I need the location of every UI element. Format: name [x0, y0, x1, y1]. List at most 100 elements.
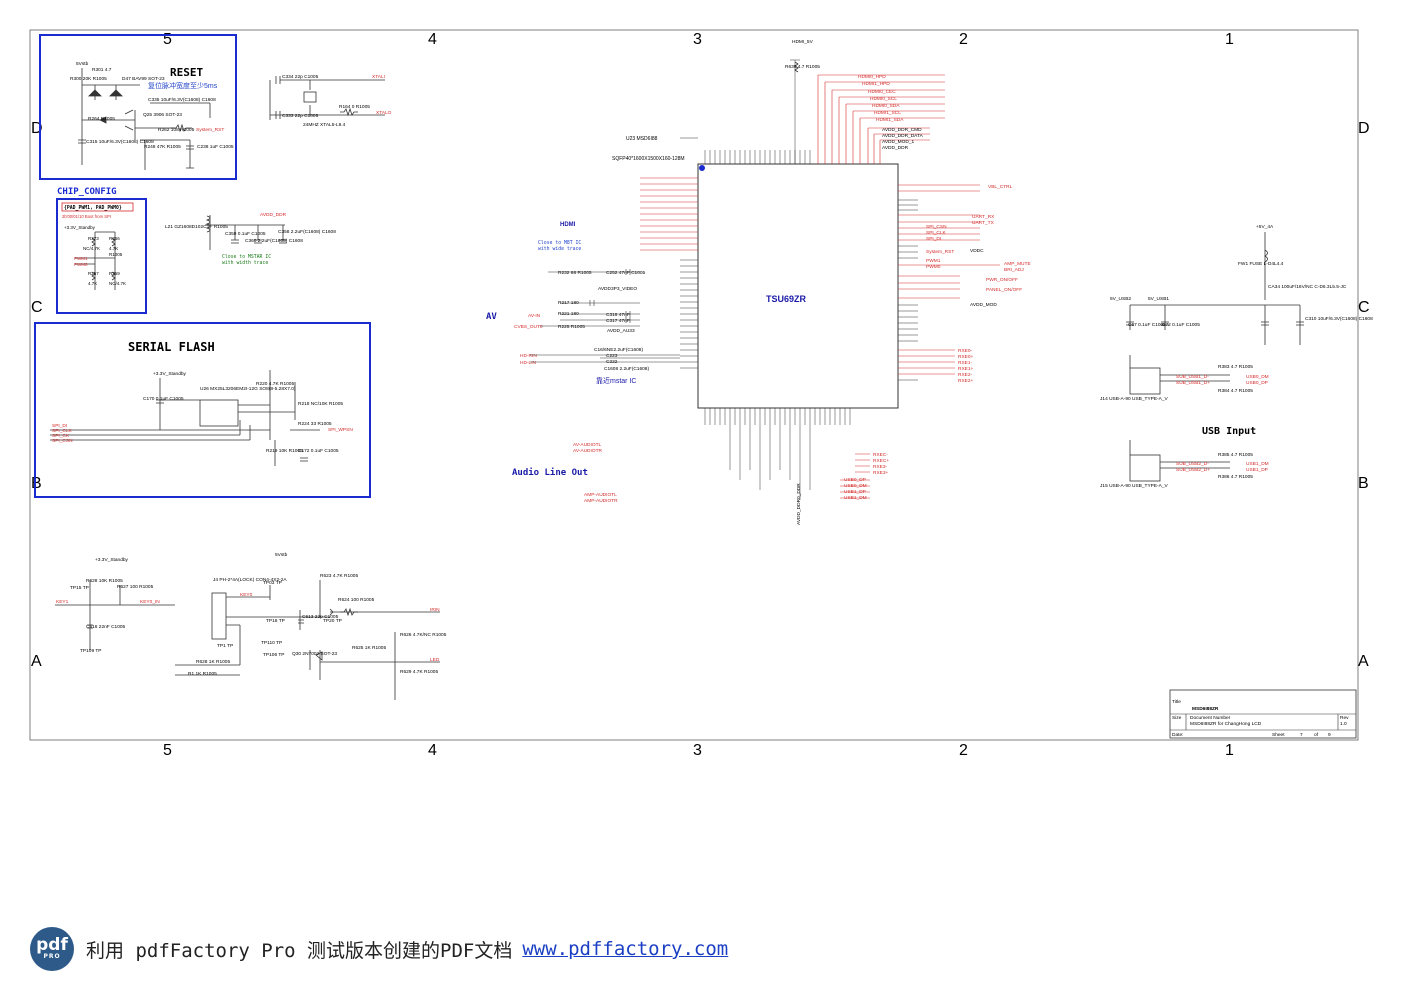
sheet-value: 7 [1300, 732, 1303, 738]
key-lbl-tp20: TP20 TP [323, 618, 342, 624]
grid-col-3-bottom: 3 [693, 742, 702, 759]
xtal-lbl-xtalo: XTALO [376, 110, 392, 116]
main-ic-ref: U23 MSD6I88 [626, 136, 658, 142]
ic-lbl-rxecn: RXEC- [873, 452, 888, 458]
ic-lbl-vddc: VDDC [970, 248, 984, 254]
key-lbl-r625: R625 1K R1005 [352, 645, 386, 651]
ic-lbl-amp-audiotl: AMP-AUDIOTL [584, 492, 617, 498]
reset-lbl-q25: Q25 3906 SOT-23 [143, 112, 182, 118]
serial-flash-block: SERIAL FLASH +3.3V_Standby C170 0.1uF C1… [34, 322, 371, 498]
pf-lbl-c360: C360 2.2uF(C1608) C1608 [245, 238, 303, 244]
cfg-lbl-r259: R259 [109, 271, 120, 276]
logo-top-text: pdf [36, 935, 68, 955]
key-lbl-r628b: R628 1K R1005 [196, 659, 230, 665]
ic-lbl-av-audiotl: AV-AUDIOTL [573, 442, 601, 448]
ic-lbl-c317: C317 47nF [606, 318, 630, 324]
usb-block: USB Input +5V_4A FW1 FUSE L-D4L4.4 CA34 … [1100, 224, 1373, 489]
reset-lbl-c335: C335 10uF/6.3V(C1608) C1608 [148, 97, 216, 103]
flash-lbl-c170: C170 0.1uF C1005 [143, 396, 184, 402]
usb-lbl-usb1-dm: USB1_DM [1246, 461, 1269, 467]
key-lbl-c616: C616 22nF C1005 [86, 624, 126, 630]
crystal-block: C334 22p C1005 XTALI XTALO 24MHZ XTAL5-L… [269, 74, 392, 128]
grid-col-5-bottom: 5 [163, 742, 172, 759]
grid-col-4-top: 4 [428, 31, 437, 48]
ic-lbl-c223: C223 [606, 353, 618, 359]
title-block: Title MSD6I88ZR Size Document Number MSD… [1169, 689, 1357, 739]
grid-row-b-right: B [1358, 475, 1369, 492]
xtal-lbl-c333: C333 22p C1005 [282, 113, 319, 119]
ic-lbl-r232: R232 68 R1005 [558, 270, 592, 276]
chip-config-box [56, 198, 147, 314]
title-label: Title [1172, 699, 1181, 705]
grid-col-3-top: 3 [693, 31, 702, 48]
flash-lbl-r218: R218 NC/10K R1005 [298, 401, 343, 407]
ic-lbl-usb1-dp: USB1_DP [844, 489, 866, 495]
key-lbl-tp110: TP110 TP [261, 640, 282, 646]
usb-lbl-r385: R385 4.7 R1005 [1218, 452, 1253, 458]
usb-lbl-r384: R384 4.7 R1005 [1218, 388, 1253, 394]
cfg-lbl-r272: R273 [88, 236, 99, 241]
cfg-lbl-pwm1: PWM1 [74, 256, 88, 261]
usb-lbl-sub1-dp: SUB_USB1_D+ [1176, 380, 1210, 386]
grid-row-a-right: A [1358, 653, 1369, 670]
flash-lbl-spi-clk: SPI_CLK [52, 428, 73, 434]
ic-lbl-hdmi1-sda: HDMI1_SDA [876, 117, 904, 123]
ic-lbl-c16: C16/6NE2.2uF(C1608) [594, 347, 643, 353]
ic-lbl-usb0-dp: USB0_DP [844, 477, 866, 483]
ic-lbl-rxe0p: RXE0+ [958, 354, 974, 360]
grid-col-1-top: 1 [1225, 31, 1234, 48]
ic-lbl-rxe1p: RXE1+ [958, 366, 974, 372]
ic-lbl-c316: C316 47nF [606, 312, 630, 318]
main-ic-body [697, 163, 899, 409]
sheet-label: Sheet [1272, 732, 1285, 738]
footer-text: 利用 pdfFactory Pro 测试版本创建的PDF文档 [86, 939, 513, 962]
key-lbl-led: LED [430, 657, 440, 663]
ic-lbl-rxecp: RXEC+ [873, 458, 889, 464]
usb-lbl-c310: C310 10uF/6.3V(C1608) C1608 [1305, 316, 1373, 322]
key-lbl-r624: R624 100 R1005 [338, 597, 375, 603]
reset-lbl-r264: R264 R1005 [88, 116, 115, 122]
usb-lbl-5v-usb2: 5V_USB2 [1110, 296, 1131, 302]
ic-lbl-hdmi1-hpd: HDMI1_HPD [862, 81, 890, 87]
ic-lbl-wide-trace: with wide trace [538, 246, 581, 252]
flash-lbl-spi-ck: SPI_CK [52, 433, 70, 439]
key-lbl-r623: R623 4.7K R1005 [320, 573, 358, 579]
flash-lbl-3v3: +3.3V_Standby [153, 371, 187, 377]
cfg-lbl-r257: R257 [88, 271, 99, 276]
usb-lbl-j15: J15 USB-A-90 USB_TYPE-A_V [1100, 483, 1169, 489]
main-ic-name: TSU69ZR [766, 294, 807, 304]
flash-chip [199, 399, 239, 427]
ic-lbl-system-rst: System_RST [926, 249, 954, 255]
usb-lbl-c67: C67 0.1uF C1005 [1128, 322, 1166, 328]
grid-bottom: 5 4 3 2 1 [163, 742, 1234, 759]
grid-row-d-right: D [1358, 120, 1370, 137]
ic-lbl-avdd-ddr: AVDD_DDR [882, 145, 909, 151]
doc-value: MSD6I88ZR for ChangHong LCD [1190, 721, 1262, 727]
reset-lbl-r301: R301 4.7 [92, 67, 112, 73]
ic-lbl-rxe2n: RXE2- [958, 372, 973, 378]
ic-lbl-hdmi1-scl: HDMI1_SCL [874, 110, 901, 116]
ic-lbl-uart-tx: UART_TX [972, 220, 995, 226]
reset-lbl-5vstb: 5Vstb [76, 61, 89, 67]
usb-lbl-5v-usb1: 5V_USB1 [1148, 296, 1169, 302]
usb-lbl-5v4a: +5V_4A [1256, 224, 1274, 230]
rev-value: 1.0 [1340, 721, 1347, 727]
reset-lbl-r248: R248 47K R1005 [144, 144, 181, 150]
grid-left: D C B A [31, 120, 43, 670]
ic-lbl-hdmi0-sda: HDMI0_SDA [872, 103, 900, 109]
usb-lbl-ca34: CA34 100uF/16V/NC C-D6.3L5.5-JC [1268, 284, 1347, 290]
grid-row-b-left: B [31, 475, 42, 492]
key-lbl-key1: KEY1 [56, 599, 69, 605]
of-label: of [1314, 732, 1319, 738]
cfg-lbl-3v3: +3.3V_Standby [64, 225, 96, 230]
flash-lbl-r220: R220 4.7K R1005 [256, 381, 294, 387]
flash-lbl-spi-csn: SPI_CSN [52, 438, 73, 444]
usb-lbl-fw1: FW1 FUSE L-D4L4.4 [1238, 261, 1284, 267]
footer-link[interactable]: www.pdffactory.com [522, 938, 729, 960]
ic-lbl-amp-audiotr: AMP-AUDIOTR [584, 498, 618, 504]
usb-lbl-r386: R386 4.7 R1005 [1218, 474, 1253, 480]
chip-config-block: CHIP_CONFIG {PAD_PWM1, PAD_PWM0} 2b'00/0… [56, 187, 147, 314]
cfg-lbl-r1005: R1005 [109, 252, 123, 257]
keys-block: +3.3V_Standby TP15 TP R628 10K R1005 R62… [55, 552, 447, 700]
pf-lbl-close-mstar: Close to MSTAR IC [222, 254, 271, 260]
